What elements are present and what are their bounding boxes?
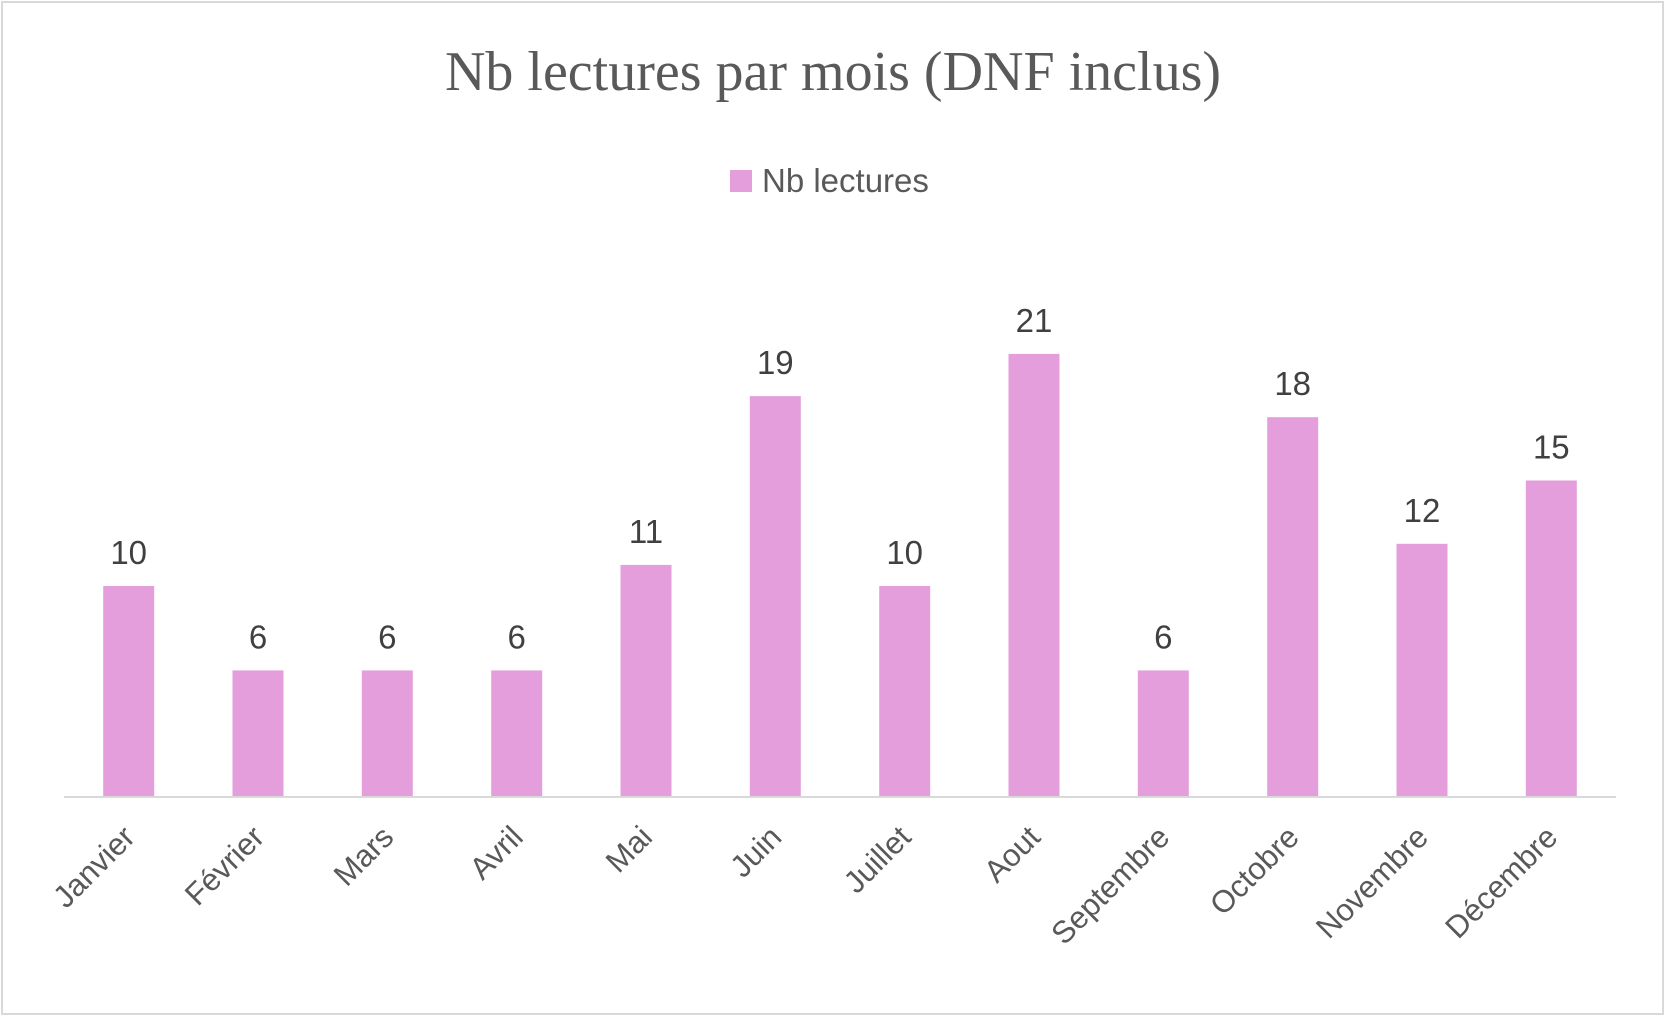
x-tick-label: Juin xyxy=(723,819,788,884)
legend-label: Nb lectures xyxy=(762,162,929,199)
bar-octobre xyxy=(1267,417,1319,797)
bar-janvier xyxy=(103,586,155,797)
chart-title: Nb lectures par mois (DNF inclus) xyxy=(445,41,1221,103)
bar-septembre xyxy=(1137,670,1189,797)
data-label: 6 xyxy=(1154,618,1172,655)
bar-avril xyxy=(491,670,543,797)
x-tick-label: Avril xyxy=(463,819,530,886)
bar-aout xyxy=(1008,353,1060,797)
data-label: 15 xyxy=(1533,429,1570,466)
legend: Nb lectures xyxy=(730,162,929,199)
data-label: 6 xyxy=(378,618,396,655)
data-label: 6 xyxy=(249,618,267,655)
x-tick-labels-group: Janvier Février Mars Avril Mai Juin Juillet Aou… xyxy=(46,819,1564,951)
bar-février xyxy=(232,670,284,797)
legend-swatch xyxy=(730,170,752,192)
bar-juin xyxy=(749,396,801,797)
data-label: 18 xyxy=(1274,365,1311,402)
data-label: 10 xyxy=(110,534,147,571)
x-tick-label: Aout xyxy=(977,819,1047,889)
data-label: 12 xyxy=(1404,492,1441,529)
data-label: 21 xyxy=(1016,302,1053,339)
x-tick-label: Février xyxy=(178,819,271,912)
x-tick-label: Octobre xyxy=(1203,819,1306,922)
x-tick-label: Novembre xyxy=(1309,819,1435,945)
bar-mai xyxy=(620,564,672,797)
data-label: 19 xyxy=(757,344,794,381)
x-tick-label: Mai xyxy=(599,819,659,879)
x-tick-label: Décembre xyxy=(1438,819,1564,945)
x-tick-label: Mars xyxy=(327,819,400,892)
data-label: 10 xyxy=(886,534,923,571)
bar-mars xyxy=(361,670,413,797)
x-tick-label: Juillet xyxy=(837,819,918,900)
x-tick-label: Janvier xyxy=(46,819,141,914)
bars-group xyxy=(103,353,1577,797)
bar-décembre xyxy=(1525,480,1577,797)
x-tick-label: Septembre xyxy=(1044,819,1176,951)
data-label: 11 xyxy=(629,513,663,550)
data-labels-group: 10 6 6 6 11 19 10 21 6 18 12 15 xyxy=(110,302,1569,656)
data-label: 6 xyxy=(508,618,526,655)
bar-novembre xyxy=(1396,543,1448,797)
bar-juillet xyxy=(879,586,931,797)
